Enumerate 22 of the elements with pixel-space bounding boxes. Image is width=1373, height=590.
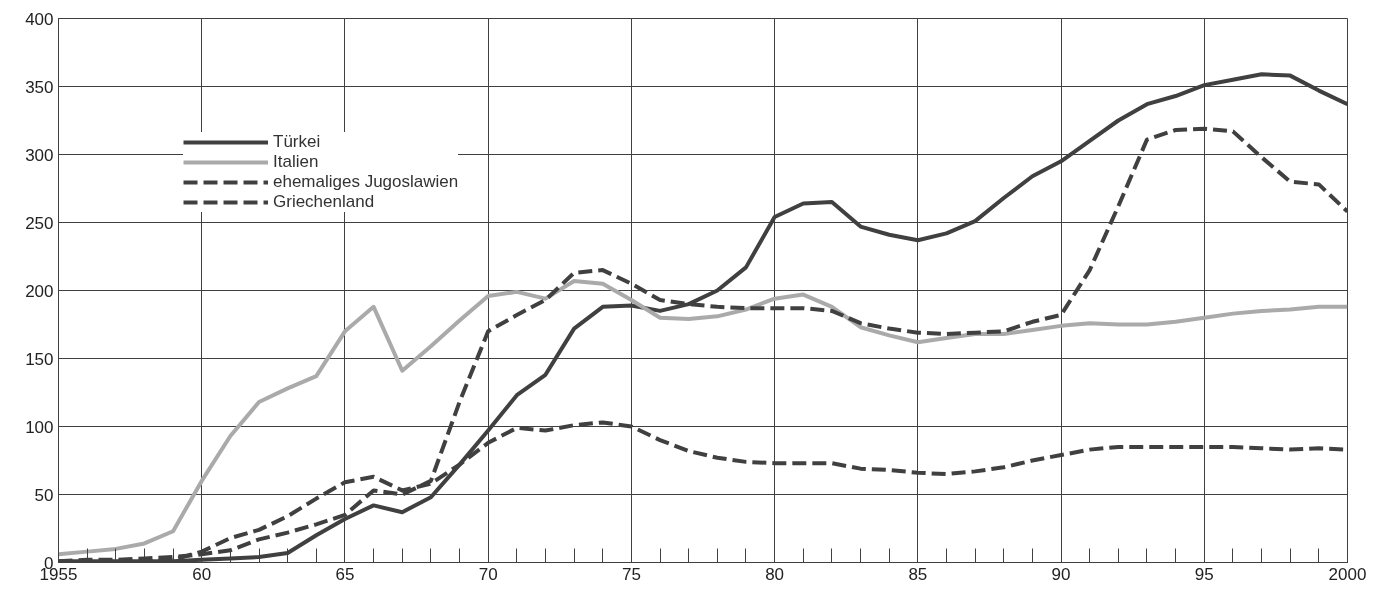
y-tick-label: 400 bbox=[25, 9, 54, 29]
legend-label: Türkei bbox=[273, 132, 321, 152]
y-tick-label: 150 bbox=[25, 349, 54, 369]
x-tick-label: 85 bbox=[908, 564, 928, 584]
y-tick-label: 300 bbox=[25, 145, 54, 165]
y-tick-label: 100 bbox=[25, 417, 54, 437]
x-tick-label: 80 bbox=[765, 564, 785, 584]
y-tick-label: 50 bbox=[34, 485, 54, 505]
legend-label: Italien bbox=[273, 152, 319, 172]
x-tick-label: 60 bbox=[192, 564, 212, 584]
y-tick-label: 200 bbox=[25, 281, 54, 301]
legend-label: ehemaliges Jugoslawien bbox=[273, 172, 459, 192]
y-tick-label: 250 bbox=[25, 213, 54, 233]
legend-label: Griechenland bbox=[273, 192, 375, 212]
x-tick-label: 95 bbox=[1194, 564, 1214, 584]
x-tick-label: 2000 bbox=[1328, 564, 1367, 584]
line-series bbox=[58, 278, 1348, 557]
x-tick-label: 90 bbox=[1051, 564, 1071, 584]
y-tick-label: 350 bbox=[25, 77, 54, 97]
x-tick-label: 65 bbox=[335, 564, 355, 584]
x-tick-label: 70 bbox=[478, 564, 498, 584]
x-tick-label: 75 bbox=[621, 564, 641, 584]
